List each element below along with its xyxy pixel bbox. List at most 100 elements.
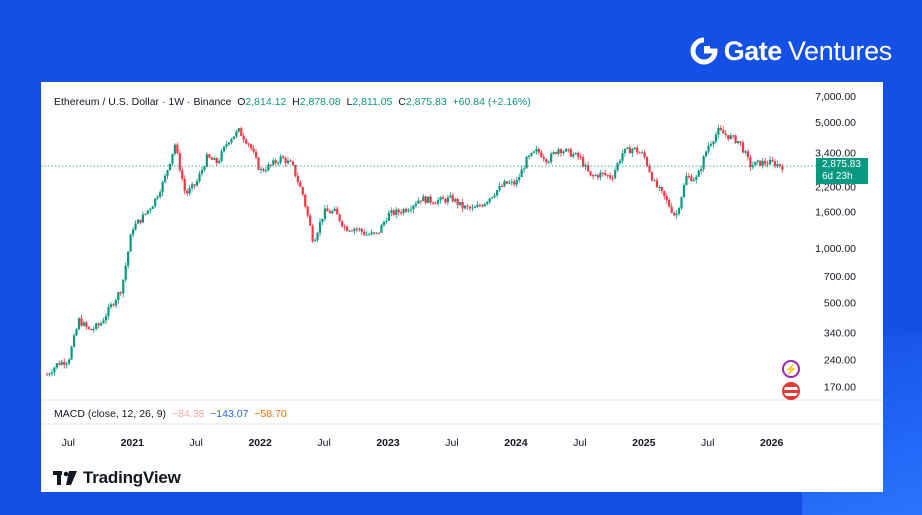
candle-body [336, 208, 339, 215]
candle-body [377, 232, 381, 234]
candle-body [552, 152, 555, 154]
candle-body [680, 197, 683, 209]
tradingview-name: TradingView [83, 468, 181, 487]
candle-body [341, 221, 344, 227]
candle-body [289, 160, 292, 162]
candle-body [90, 328, 93, 331]
us-flag-icon[interactable] [782, 382, 800, 400]
candle-body [429, 196, 432, 203]
candle-body [461, 202, 464, 209]
candle-body [584, 165, 587, 167]
candle-body [741, 142, 745, 153]
candle-body [481, 205, 484, 207]
candle-body [577, 152, 580, 157]
x-tick-label: 2024 [504, 437, 528, 449]
candle-body [446, 197, 449, 203]
candle-body [102, 320, 105, 324]
candle-body [141, 214, 145, 223]
candle-body [540, 152, 543, 158]
candle-body [75, 329, 78, 336]
x-tick-label: Jul [573, 437, 586, 449]
change-value: +60.84 (+2.16%) [452, 96, 531, 108]
candle-body [264, 170, 267, 172]
candle-body [313, 240, 317, 242]
candle-body [673, 212, 676, 216]
candle-body [188, 188, 191, 194]
candle-body [353, 228, 356, 231]
candle-body [215, 157, 218, 164]
candle-body [107, 307, 110, 317]
candle-body [520, 169, 523, 178]
candle-body [205, 154, 208, 167]
candle-body [392, 210, 395, 215]
candle-body [195, 181, 199, 186]
candle-body [407, 210, 410, 212]
candle-body [301, 186, 304, 195]
candle-body [476, 204, 479, 208]
macd-histogram: −58.70 [254, 408, 287, 420]
y-tick-label: 5,000.00 [815, 117, 856, 129]
candle-body [82, 322, 85, 326]
candle-body [537, 148, 540, 153]
candle-body [454, 199, 457, 202]
low-label: L [346, 96, 353, 108]
candle-body [68, 359, 71, 364]
candle-body [508, 182, 511, 184]
candle-body [318, 221, 322, 233]
candle-body [404, 209, 408, 212]
candle-body [363, 231, 366, 235]
candle-body [45, 374, 49, 376]
candle-body [451, 195, 454, 202]
x-tick-label: 2022 [248, 437, 272, 449]
candle-body [636, 147, 639, 153]
candle-body [439, 197, 442, 201]
candle-body [473, 207, 477, 209]
candle-body [220, 151, 223, 162]
candle-body [277, 162, 280, 164]
candle-body [530, 152, 533, 156]
candle-body [572, 154, 575, 157]
candle-body [700, 168, 703, 171]
candle-body [417, 200, 420, 204]
candle-body [614, 170, 617, 178]
candle-body [695, 176, 698, 180]
candle-body [503, 181, 506, 187]
candle-body [112, 304, 115, 306]
price-chart[interactable]: 170.00 240.00 340.00 500.00 700.00 1,000.00 1,… [41, 82, 883, 492]
lightning-icon[interactable]: ⚡ [782, 360, 800, 378]
candle-body [513, 181, 516, 185]
candle-body [466, 205, 469, 207]
macd-value: −84.38 [171, 408, 205, 420]
candle-body [338, 214, 341, 222]
candle-body [144, 213, 147, 215]
candle-body [705, 151, 708, 157]
candle-body [129, 234, 132, 252]
candle-body [559, 149, 563, 154]
candle-body [631, 148, 634, 154]
candle-body [456, 199, 459, 205]
candle-body [768, 159, 772, 165]
candle-body [663, 190, 666, 197]
candle-body [294, 164, 297, 177]
candle-body [87, 326, 90, 329]
candle-body [739, 141, 742, 143]
candle-body [146, 210, 149, 214]
candle-body [527, 155, 531, 157]
candle-body [203, 166, 206, 170]
candle-body [623, 148, 627, 154]
candle-body [186, 190, 189, 194]
candle-body [500, 185, 504, 187]
candle-body [427, 196, 430, 204]
candle-body [53, 367, 56, 373]
candle-body [254, 151, 258, 158]
candle-body [323, 208, 327, 219]
x-tick-label: Jul [62, 437, 75, 449]
candle-body [596, 175, 599, 178]
symbol-legend: Ethereum / U.S. Dollar · 1W · Binance O2… [54, 96, 531, 108]
candle-body [432, 202, 435, 204]
candle-body [230, 139, 233, 143]
close-label: C [398, 96, 406, 108]
candle-body [547, 161, 550, 163]
candle-body [422, 196, 425, 202]
candle-body [299, 182, 302, 187]
